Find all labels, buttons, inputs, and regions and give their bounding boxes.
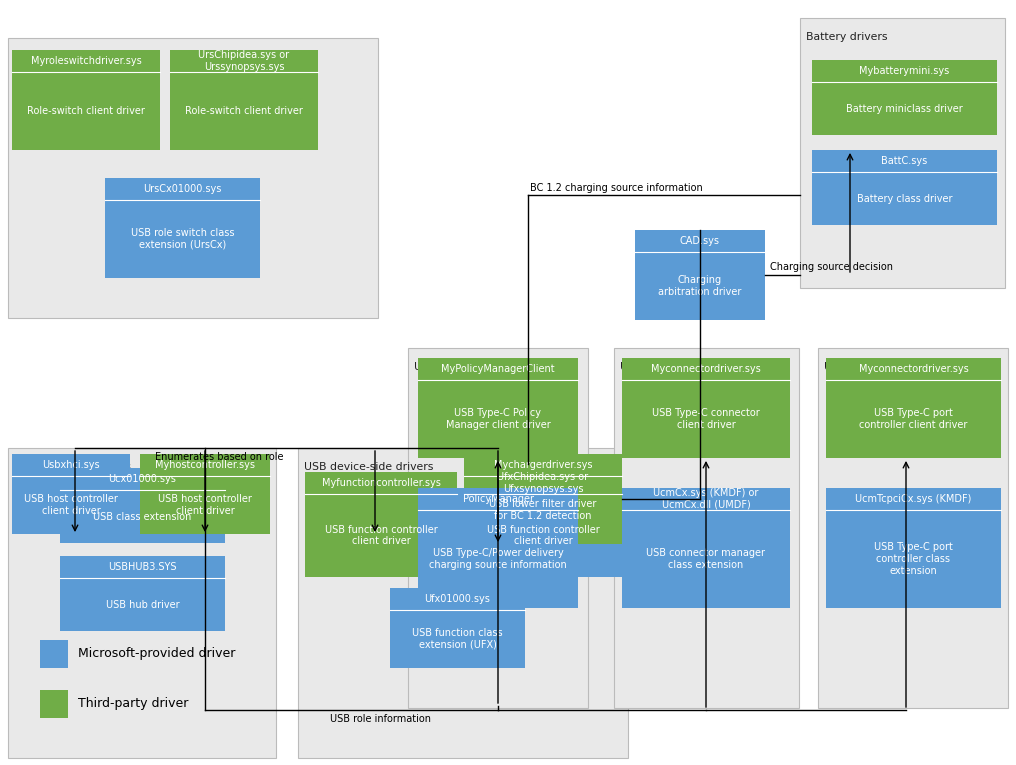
Text: USB Type-C Policy
Manager client driver: USB Type-C Policy Manager client driver	[446, 409, 551, 430]
Text: USB Type-C/Power delivery
charging source information: USB Type-C/Power delivery charging sourc…	[429, 549, 567, 570]
Text: Ufx01000.sys: Ufx01000.sys	[425, 594, 491, 604]
Text: Myconnectordriver.sys: Myconnectordriver.sys	[859, 364, 968, 374]
Text: USB hub driver: USB hub driver	[106, 600, 179, 610]
Bar	[464, 454, 622, 544]
Text: USB host controller
client driver: USB host controller client driver	[158, 494, 252, 516]
Text: UrsCx01000.sys: UrsCx01000.sys	[143, 184, 221, 194]
Text: USB lower filter driver
for BC 1.2 detection: USB lower filter driver for BC 1.2 detec…	[490, 500, 596, 521]
Text: USB host controller
client driver: USB host controller client driver	[24, 494, 118, 516]
Text: USB host-side drivers: USB host-side drivers	[14, 462, 131, 472]
Bar	[8, 448, 276, 758]
Text: USB Type-C port
controller client driver: USB Type-C port controller client driver	[860, 409, 967, 430]
Bar	[635, 230, 765, 320]
Text: Role-switch client driver: Role-switch client driver	[27, 106, 145, 116]
Text: Mybatterymini.sys: Mybatterymini.sys	[860, 66, 950, 76]
Text: BattC.sys: BattC.sys	[881, 156, 928, 166]
Text: USB Type-C  Policy Manager: USB Type-C Policy Manager	[414, 362, 566, 372]
Bar	[464, 472, 622, 577]
Text: Myconnectordriver.sys: Myconnectordriver.sys	[651, 364, 761, 374]
Text: BC 1.2 charging source information: BC 1.2 charging source information	[530, 183, 703, 193]
Bar	[390, 588, 525, 668]
Text: USB Type-C port
controller class
extension: USB Type-C port controller class extensi…	[874, 542, 953, 575]
Text: Charging
arbitration driver: Charging arbitration driver	[658, 275, 742, 297]
Text: UcmCx.sys (KMDF) or
UcmCx.dll (UMDF): UcmCx.sys (KMDF) or UcmCx.dll (UMDF)	[653, 488, 759, 509]
Text: Myroleswitchdriver.sys: Myroleswitchdriver.sys	[30, 56, 141, 66]
Text: USB function class
extension (UFX): USB function class extension (UFX)	[412, 628, 503, 649]
Bar	[622, 358, 790, 458]
Text: UcmTcpciCx.sys (KMDF): UcmTcpciCx.sys (KMDF)	[855, 494, 971, 504]
Bar	[622, 488, 790, 608]
Text: USB role switch class
extension (UrsCx): USB role switch class extension (UrsCx)	[131, 228, 235, 250]
Text: Usbxhci.sys: Usbxhci.sys	[43, 460, 100, 470]
Text: USB role information: USB role information	[330, 714, 431, 724]
Bar	[140, 454, 270, 534]
Text: USB Type-C connector
client driver: USB Type-C connector client driver	[652, 409, 760, 430]
Bar	[60, 468, 225, 543]
Bar	[818, 348, 1008, 708]
Text: USB device-side drivers: USB device-side drivers	[304, 462, 434, 472]
Bar	[408, 348, 588, 708]
Text: Enumerates based on role: Enumerates based on role	[155, 452, 283, 462]
Bar	[40, 690, 68, 718]
Bar	[826, 358, 1001, 458]
Bar	[60, 556, 225, 631]
Bar	[298, 448, 628, 758]
Bar	[826, 488, 1001, 608]
Bar	[418, 358, 578, 458]
Bar	[12, 50, 160, 150]
Bar	[12, 454, 130, 534]
Text: Battery drivers: Battery drivers	[806, 32, 888, 42]
Bar	[812, 150, 997, 225]
Text: USB Type-C port controller: USB Type-C port controller	[824, 362, 968, 372]
Text: USB class extension: USB class extension	[93, 512, 192, 522]
Text: Battery miniclass driver: Battery miniclass driver	[846, 103, 963, 113]
Text: Third-party driver: Third-party driver	[78, 698, 188, 711]
Text: Ucx01000.sys: Ucx01000.sys	[109, 474, 177, 484]
Text: Microsoft-provided driver: Microsoft-provided driver	[78, 647, 236, 660]
Text: USB connector manager
class extension: USB connector manager class extension	[646, 549, 765, 570]
Bar	[614, 348, 799, 708]
Text: Battery class driver: Battery class driver	[856, 194, 952, 203]
Text: USB role-switch drivers: USB role-switch drivers	[14, 52, 140, 62]
Text: Role-switch client driver: Role-switch client driver	[185, 106, 303, 116]
Bar	[40, 640, 68, 668]
Text: USBHUB3.SYS: USBHUB3.SYS	[109, 562, 177, 572]
Bar	[418, 488, 578, 608]
Text: UrsChipidea.sys or
Urssynopsys.sys: UrsChipidea.sys or Urssynopsys.sys	[198, 50, 290, 72]
Text: Myfunctioncontroller.sys: Myfunctioncontroller.sys	[321, 478, 441, 488]
Bar	[305, 472, 457, 577]
Text: USB connector manager: USB connector manager	[620, 362, 753, 372]
Bar	[8, 38, 378, 318]
Text: PolicyManager: PolicyManager	[462, 494, 533, 504]
Text: UfxChipidea.sys or
Ufxsynopsys.sys: UfxChipidea.sys or Ufxsynopsys.sys	[498, 472, 588, 493]
Bar	[800, 18, 1005, 288]
Text: USB function controller
client driver: USB function controller client driver	[325, 525, 437, 546]
Text: Myhostcontroller.sys: Myhostcontroller.sys	[155, 460, 255, 470]
Text: USB function controller
client driver: USB function controller client driver	[487, 525, 599, 546]
Text: CAD.sys: CAD.sys	[680, 236, 720, 246]
Bar	[170, 50, 318, 150]
Text: MyPolicyManagerClient: MyPolicyManagerClient	[441, 364, 555, 374]
Text: Mychargerdriver.sys: Mychargerdriver.sys	[494, 460, 592, 470]
Text: Charging source decision: Charging source decision	[770, 262, 893, 272]
Bar	[812, 60, 997, 135]
Bar	[105, 178, 260, 278]
